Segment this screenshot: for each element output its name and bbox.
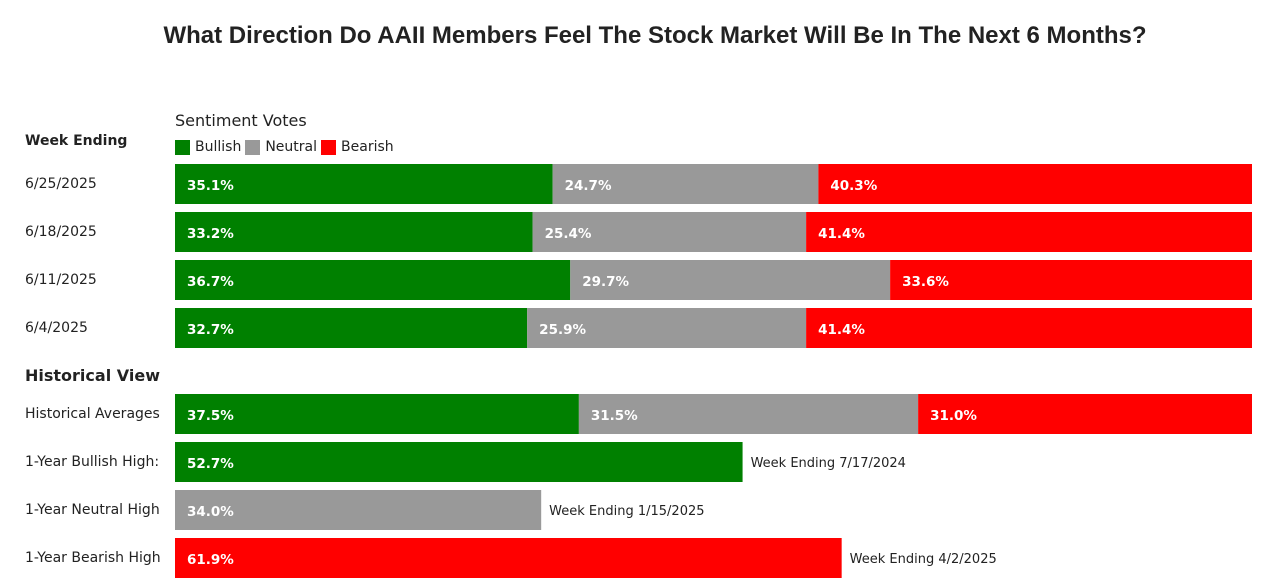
historical-averages-neutral-value-label: 31.5% <box>591 408 638 424</box>
week-2-neutral-bar <box>532 212 807 252</box>
week-1-neutral-value-label: 24.7% <box>565 178 612 194</box>
legend-label-bullish: Bullish <box>195 139 242 155</box>
week-2-bearish-bar <box>806 212 1252 252</box>
week-4-bearish-value-label: 41.4% <box>818 322 865 338</box>
legend-label-neutral: Neutral <box>265 139 318 155</box>
week-ending-header: Week Ending <box>25 133 128 149</box>
legend-swatch-bearish <box>321 139 337 155</box>
historical-averages-bearish-bar <box>918 394 1252 434</box>
week-1-bearish-bar <box>818 164 1252 204</box>
week-3-bullish-value-label: 36.7% <box>187 274 234 290</box>
legend-label-bearish: Bearish <box>341 139 394 155</box>
legend-item-neutral: Neutral <box>245 139 317 155</box>
week-3-bearish-bar <box>890 260 1252 300</box>
week-4-bullish-value-label: 32.7% <box>187 322 234 338</box>
neutral-high-note: Week Ending 1/15/2025 <box>549 504 704 519</box>
legend-swatch-bullish <box>175 139 190 155</box>
legend: Bullish Neutral Bearish <box>175 139 398 155</box>
week-3-bearish-value-label: 33.6% <box>902 274 949 290</box>
week-2-bullish-bar <box>175 212 533 252</box>
bearish-high-bar <box>175 538 842 578</box>
bullish-high-note: Week Ending 7/17/2024 <box>751 456 906 471</box>
chart-title: What Direction Do AAII Members Feel The … <box>163 22 1147 49</box>
row-label-week-1: 6/25/2025 <box>25 176 97 192</box>
historical-averages-bullish-bar <box>175 394 579 434</box>
week-1-bearish-value-label: 40.3% <box>830 178 877 194</box>
week-4-bearish-bar <box>806 308 1252 348</box>
bullish-high-bar <box>175 442 743 482</box>
row-label-week-3: 6/11/2025 <box>25 272 97 288</box>
row-label-neutral-high: 1-Year Neutral High <box>25 502 160 518</box>
bearish-high-note: Week Ending 4/2/2025 <box>850 552 997 567</box>
historical-view-header: Historical View <box>25 366 160 385</box>
row-label-week-4: 6/4/2025 <box>25 320 88 336</box>
week-4-neutral-bar <box>527 308 807 348</box>
legend-item-bearish: Bearish <box>321 139 394 155</box>
row-label-historical-averages: Historical Averages <box>25 406 160 422</box>
historical-averages-bearish-value-label: 31.0% <box>930 408 977 424</box>
week-3-neutral-bar <box>570 260 891 300</box>
week-4-neutral-value-label: 25.9% <box>539 322 586 338</box>
historical-averages-neutral-bar <box>578 394 919 434</box>
sentiment-votes-title: Sentiment Votes <box>175 111 307 130</box>
week-1-neutral-bar <box>552 164 819 204</box>
legend-item-bullish: Bullish <box>175 139 241 155</box>
week-1-bullish-bar <box>175 164 553 204</box>
row-label-week-2: 6/18/2025 <box>25 224 97 240</box>
historical-averages-bullish-value-label: 37.5% <box>187 408 234 424</box>
week-4-bullish-bar <box>175 308 528 348</box>
bullish-high-value-label: 52.7% <box>187 456 234 472</box>
week-2-neutral-value-label: 25.4% <box>545 226 592 242</box>
week-1-bullish-value-label: 35.1% <box>187 178 234 194</box>
week-2-bearish-value-label: 41.4% <box>818 226 865 242</box>
neutral-high-bar <box>175 490 542 530</box>
neutral-high-value-label: 34.0% <box>187 504 234 520</box>
legend-swatch-neutral <box>245 139 261 155</box>
row-label-bullish-high: 1-Year Bullish High: <box>25 454 160 470</box>
week-2-bullish-value-label: 33.2% <box>187 226 234 242</box>
bearish-high-value-label: 61.9% <box>187 552 234 568</box>
week-3-bullish-bar <box>175 260 571 300</box>
row-label-bearish-high: 1-Year Bearish High <box>25 550 161 566</box>
week-3-neutral-value-label: 29.7% <box>582 274 629 290</box>
